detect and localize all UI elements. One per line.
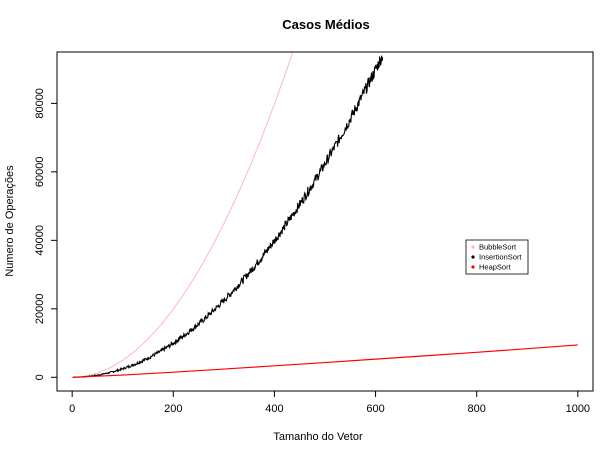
series-line-insertionsort: [72, 55, 384, 378]
legend-label-heapsort: HeapSort: [479, 263, 512, 272]
legend-box: [465, 239, 529, 275]
x-axis: 0 200 400 600 800 1000: [69, 390, 590, 415]
x-tick-label: 1000: [566, 403, 590, 415]
x-tick-label: 400: [265, 403, 283, 415]
y-tick-label: 40000: [34, 225, 46, 256]
legend-marker-insertionsort: [471, 255, 475, 259]
y-tick-label: 80000: [34, 88, 46, 119]
series-line-bubblesort: [72, 52, 294, 378]
x-tick-label: 0: [69, 403, 75, 415]
y-tick-label: 0: [34, 374, 46, 380]
y-tick-label: 60000: [34, 157, 46, 188]
legend-marker-heapsort: [471, 265, 475, 269]
legend-marker-bubblesort: [471, 245, 475, 249]
y-tick-label: 20000: [34, 294, 46, 325]
y-axis: 0 20000 40000 60000 80000: [34, 88, 58, 380]
x-tick-label: 600: [366, 403, 384, 415]
legend-label-insertionsort: InsertionSort: [479, 253, 522, 262]
plot-frame: [56, 51, 594, 392]
x-axis-label: Tamanho do Vetor: [273, 431, 363, 443]
series-line-heapsort: [72, 344, 578, 378]
chart-title: Casos Médios: [282, 17, 369, 32]
x-tick-label: 800: [468, 403, 486, 415]
x-tick-label: 200: [164, 403, 182, 415]
y-axis-label: Numero de Operações: [4, 165, 16, 277]
legend-label-bubblesort: BubbleSort: [479, 243, 517, 252]
